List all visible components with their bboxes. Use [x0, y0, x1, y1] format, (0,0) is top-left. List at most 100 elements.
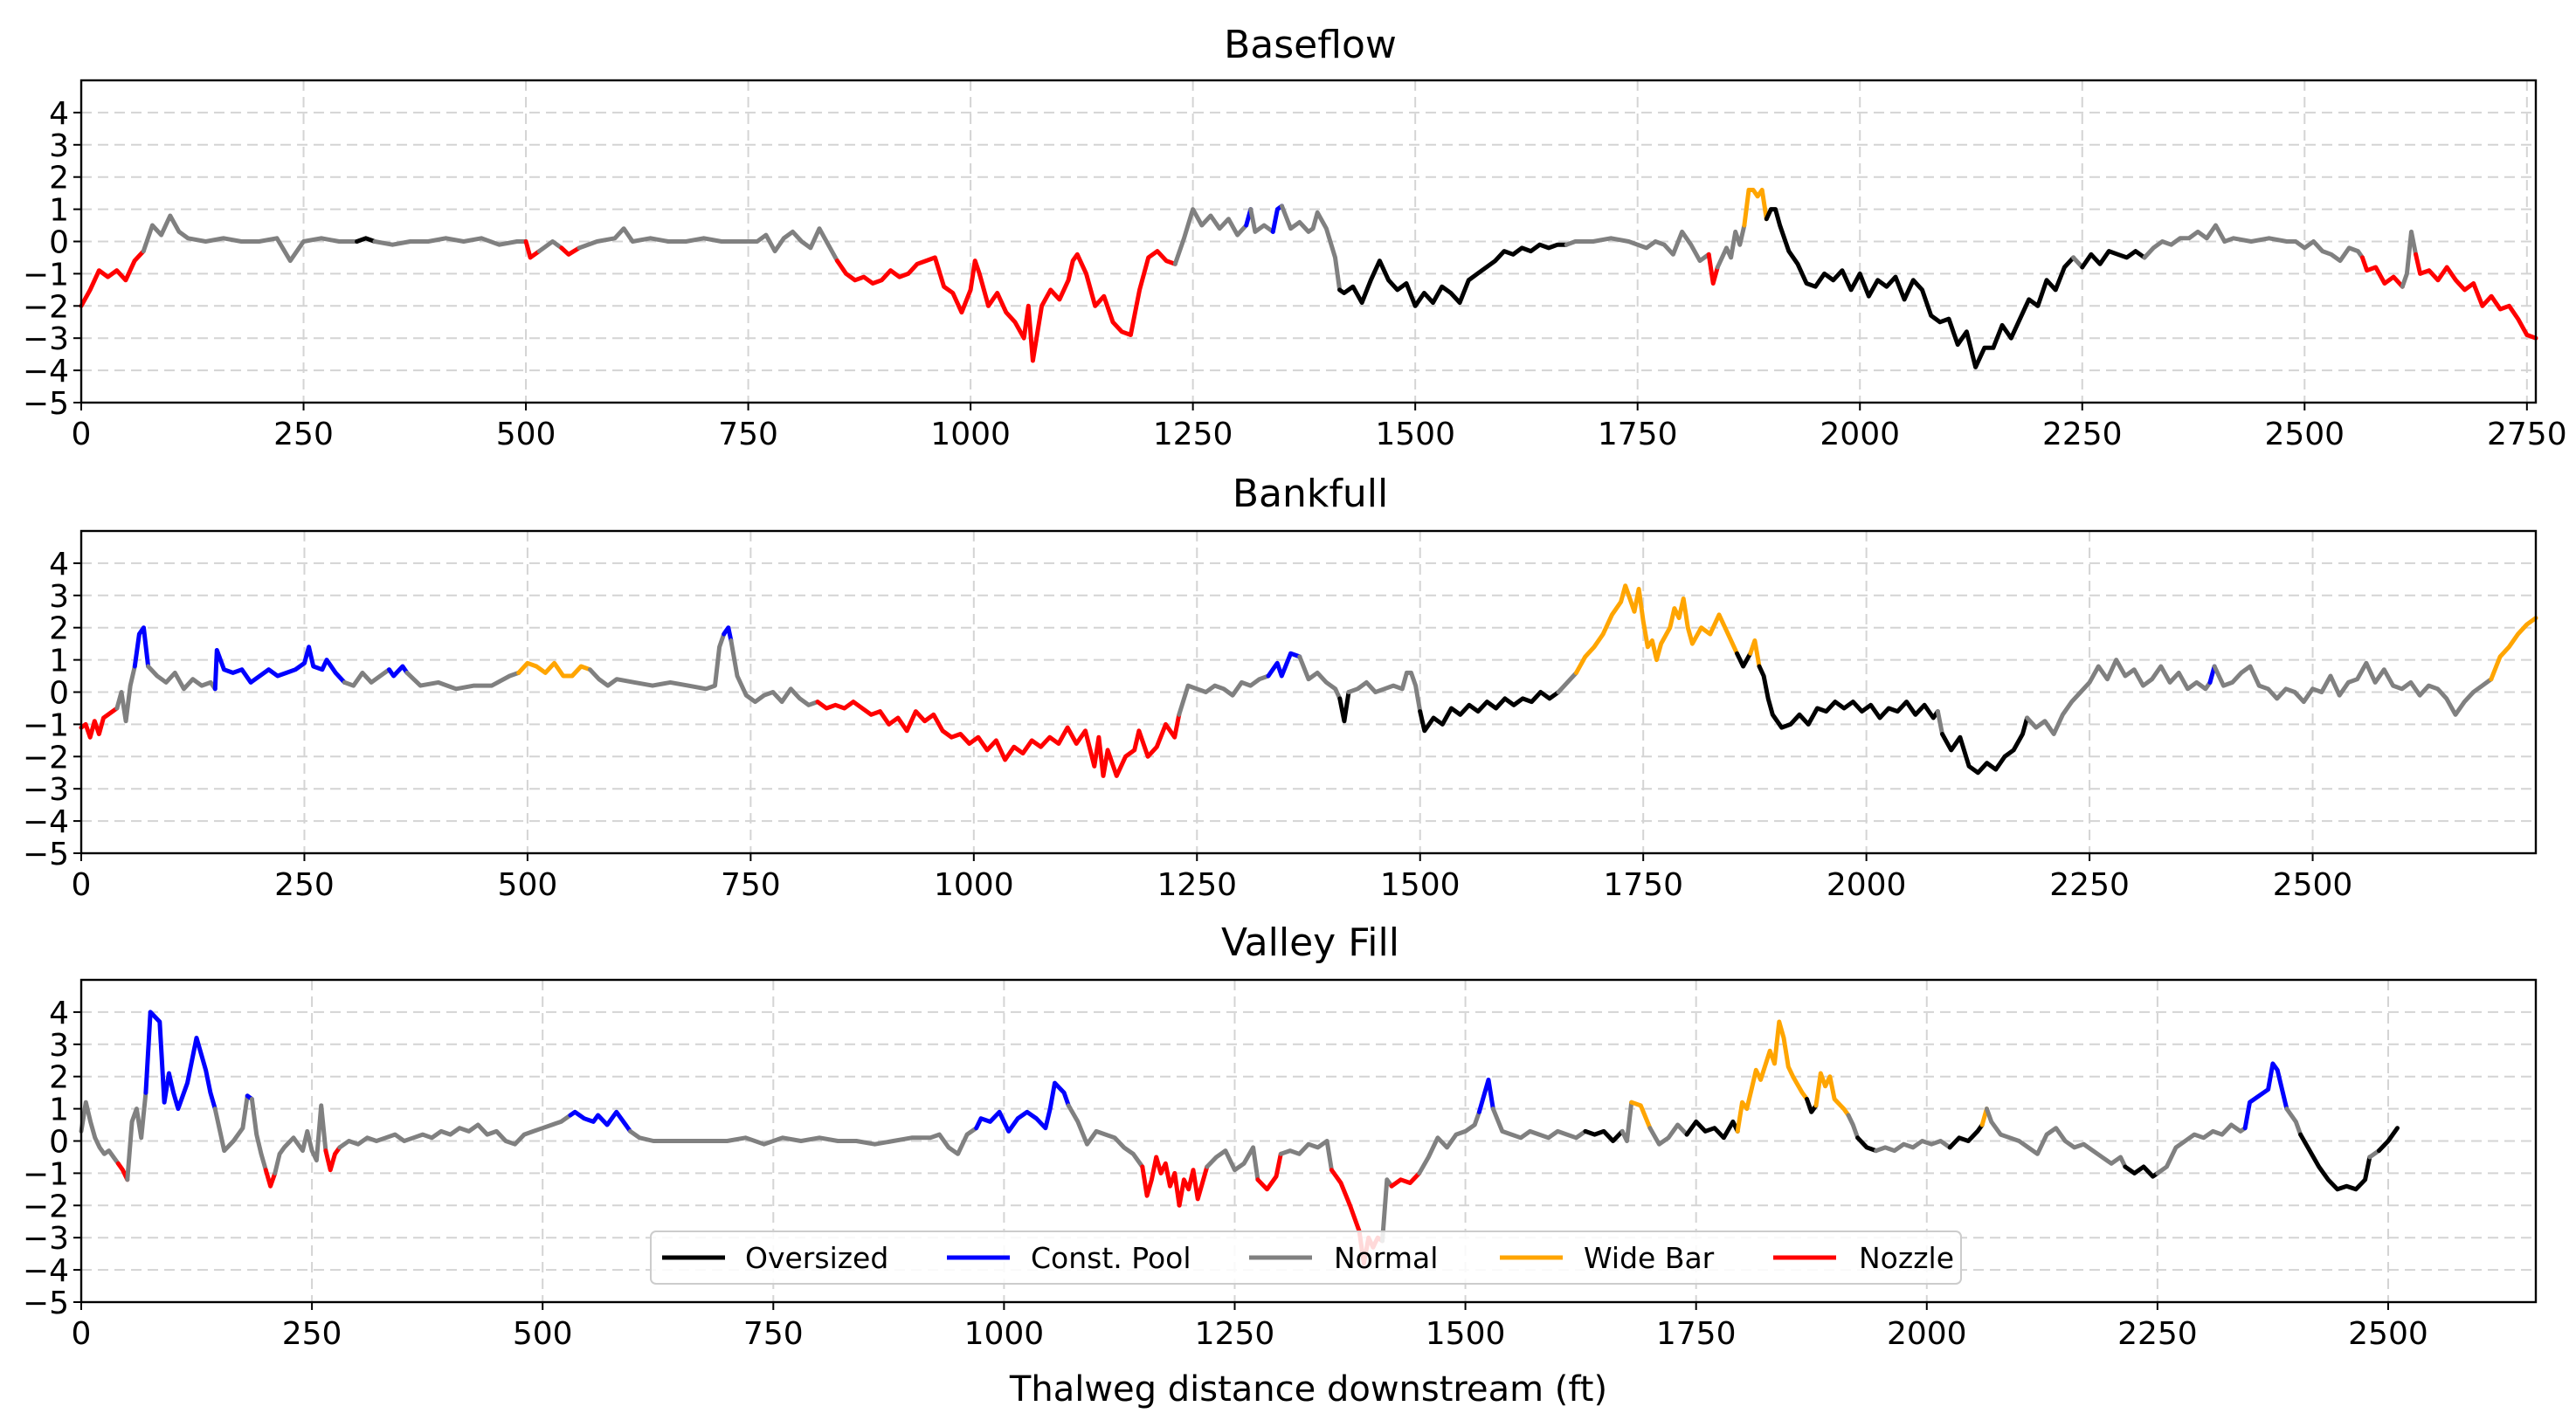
bankfull-segment — [1757, 664, 1940, 730]
bankfull-segment — [342, 667, 391, 688]
bankfull-segment — [2489, 616, 2538, 682]
valley-fill-segment — [1205, 1145, 1260, 1182]
valley-fill-segment — [1066, 1103, 1145, 1169]
valley-fill-segment — [1140, 1155, 1210, 1208]
series-valley-fill — [79, 1010, 2400, 1266]
valley-fill-segment — [2242, 1061, 2289, 1131]
axes-frame-bankfull — [79, 529, 2538, 855]
bankfull-segment — [404, 670, 521, 692]
y-tick-label: −4 — [23, 354, 69, 389]
baseflow-segment — [355, 236, 377, 244]
x-tick-label: 1000 — [934, 867, 1014, 903]
valley-fill-segment — [212, 1093, 250, 1154]
baseflow-segment — [372, 236, 528, 247]
valley-fill-segment — [273, 1103, 328, 1175]
bankfull-segment — [1346, 670, 1423, 714]
bankfull-segment — [2025, 658, 2213, 736]
valley-fill-segment — [1380, 1177, 1394, 1244]
xticks-baseflow: 0 250 500 750 1000 1250 1500 1750 2000 2250 2500 27… — [72, 403, 2567, 452]
x-tick-label: 2750 — [2487, 417, 2567, 452]
series-bankfull — [79, 583, 2538, 778]
x-tick-label: 1750 — [1603, 867, 1683, 903]
panel-title-valley-fill: Valley Fill — [1221, 920, 1399, 965]
legend-label-normal: Normal — [1334, 1241, 1438, 1275]
x-tick-label: 2000 — [1887, 1316, 1967, 1352]
bankfull-segment — [1337, 690, 1351, 724]
x-tick-label: 750 — [718, 417, 778, 452]
bankfull-segment — [387, 664, 410, 679]
axes-frame-baseflow — [79, 79, 2538, 404]
baseflow-segment — [1337, 242, 1569, 308]
bankfull-segment — [1556, 670, 1578, 694]
y-tick-label: 3 — [49, 1028, 69, 1064]
bankfull-segment — [1748, 638, 1762, 669]
baseflow-segment — [523, 239, 542, 260]
x-tick-label: 1250 — [1153, 417, 1233, 452]
y-tick-label: 2 — [49, 161, 69, 196]
y-tick-label: −4 — [23, 1253, 69, 1289]
baseflow-segment — [79, 249, 146, 308]
x-tick-label: 2250 — [2042, 417, 2123, 452]
x-tick-label: 2500 — [2264, 417, 2345, 452]
y-tick-label: 3 — [49, 128, 69, 164]
y-tick-label: 1 — [49, 193, 69, 229]
y-tick-label: 0 — [49, 676, 69, 712]
baseflow-segment — [1742, 188, 1769, 228]
valley-fill-segment — [1846, 1113, 1861, 1141]
x-tick-label: 500 — [496, 417, 556, 452]
y-tick-label: 2 — [49, 1060, 69, 1096]
x-tick-label: 750 — [743, 1316, 804, 1352]
valley-fill-segment — [1984, 1106, 2128, 1169]
baseflow-segment — [2360, 255, 2405, 289]
valley-fill-segment — [1389, 1170, 1422, 1189]
xticks-bankfull: 0 250 500 750 1000 1250 1500 1750 2000 2250 2500 — [72, 853, 2353, 903]
valley-fill-segment — [79, 1100, 121, 1166]
x-tick-label: 500 — [498, 867, 558, 903]
legend-label-oversized: Oversized — [745, 1241, 888, 1275]
x-tick-label: 2000 — [1820, 417, 1900, 452]
valley-fill-segment — [1874, 1139, 1952, 1154]
x-tick-label: 2500 — [2273, 867, 2353, 903]
y-tick-label: −2 — [23, 1189, 69, 1224]
x-tick-label: 1500 — [1380, 867, 1461, 903]
valley-fill-segment — [568, 1109, 633, 1134]
y-tick-label: −2 — [23, 740, 69, 776]
panel-title-baseflow: Baseflow — [1224, 23, 1397, 67]
bankfull-segment — [722, 625, 734, 643]
y-tick-label: −3 — [23, 321, 69, 357]
valley-fill-segment — [323, 1145, 342, 1173]
baseflow-segment — [834, 249, 1178, 363]
bankfull-segment — [114, 664, 137, 724]
baseflow-segment — [1280, 203, 1343, 293]
y-tick-label: 3 — [49, 579, 69, 615]
valley-fill-segment — [1647, 1122, 1689, 1147]
x-tick-label: 1000 — [930, 417, 1011, 452]
panel-title-bankfull: Bankfull — [1233, 472, 1388, 516]
baseflow-segment — [141, 213, 360, 264]
valley-fill-segment — [1813, 1071, 1851, 1118]
y-tick-label: 4 — [49, 996, 69, 1031]
bankfull-segment — [1735, 651, 1753, 669]
y-tick-label: 0 — [49, 1125, 69, 1161]
y-tick-label: −3 — [23, 1221, 69, 1257]
valley-fill-segment — [974, 1080, 1071, 1134]
y-tick-label: −1 — [23, 257, 69, 293]
baseflow-segment — [2080, 249, 2147, 270]
x-tick-label: 250 — [282, 1316, 342, 1352]
y-tick-label: −5 — [23, 386, 69, 422]
x-tick-label: 1250 — [1157, 867, 1237, 903]
baseflow-segment — [1248, 207, 1275, 234]
valley-fill-segment — [249, 1097, 268, 1173]
valley-fill-segment — [1490, 1106, 1588, 1141]
valley-fill-segment — [1583, 1128, 1625, 1143]
baseflow-segment — [2142, 223, 2365, 264]
y-tick-label: 4 — [49, 547, 69, 583]
y-tick-label: −2 — [23, 289, 69, 325]
series-baseflow — [79, 188, 2538, 369]
x-tick-label: 2250 — [2117, 1316, 2198, 1352]
